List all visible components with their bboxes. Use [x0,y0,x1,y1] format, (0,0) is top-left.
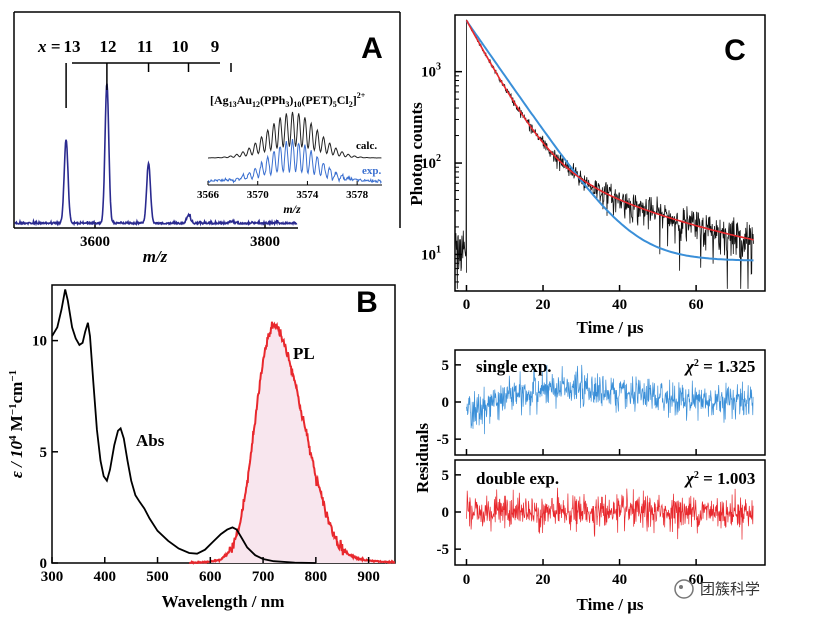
panel-c-xtick-label-2: 40 [612,297,627,313]
residual-upper-ytick-label-1: 0 [442,395,450,411]
panel-b: 300 400 500 600 700 800 900 0 5 10 Wavelength / n… [7,284,396,611]
panel-b-xtick-label-4: 700 [252,569,275,585]
single-exp-fit [465,20,754,262]
residual-single-chi: χ2 = 1.325 [684,357,755,376]
inset-exp-trace [207,139,382,185]
panel-b-ylabel: ε / 104 M−1cm−1 [7,370,26,478]
panel-c-letter: C [724,34,746,67]
inset-calc-label: calc. [356,140,377,152]
watermark-text: 团簇科学 [700,580,760,598]
inset-xlabel: m/z [283,202,301,216]
x-assignment-bracket: 13 12 11 10 9 [64,37,232,108]
panel-a-xtick-label-0: 3600 [80,234,110,250]
panel-b-ytick-label-2: 10 [32,334,47,350]
residual-lower-ytick-label-2: -5 [437,542,450,558]
residual-xlabel: Time / μs [577,595,644,614]
abs-curve [51,289,316,564]
residual-lower-ytick-label-1: 0 [442,505,450,521]
residual-double-label: double exp. [476,469,559,488]
watermark: 团簇科学 [674,579,760,599]
x-assignment-10: 10 [172,37,189,56]
x-assignment-11: 11 [137,37,153,56]
panel-b-xtick-label-5: 800 [305,569,328,585]
panel-c-xtick-label-0: 0 [463,297,471,313]
residual-double-chi: χ2 = 1.003 [684,469,755,488]
panel-c-frame [454,14,766,292]
panel-c-ytick-label-2: 103 [421,62,441,81]
panel-b-xtick-label-6: 900 [357,569,380,585]
panel-b-xlabel: Wavelength / nm [162,592,285,611]
panel-c-ylabel: Photon counts [407,102,426,206]
panel-a: 3600 3800 m/z A x = 13 12 11 10 9 [Ag13Au12(P… [13,11,401,266]
residual-xtick-label-2: 40 [612,572,627,588]
panel-c-xlabel: Time / μs [577,318,644,337]
double-exp-fit [465,19,754,241]
panel-a-mass-spectrum [14,83,298,227]
panel-b-xtick-label-2: 500 [146,569,169,585]
residual-double-trace [466,487,754,540]
inset-xtick-label-0: 3566 [197,189,220,201]
panel-b-ytick-label-1: 5 [40,445,48,461]
panel-b-ticks: 300 400 500 600 700 800 900 0 5 10 [32,334,380,585]
panel-a-xlabel: m/z [143,247,168,266]
panel-b-xtick-label-0: 300 [41,569,64,585]
decay-data [455,19,754,289]
abs-label: Abs [136,431,165,450]
residual-upper-ytick-label-2: -5 [437,432,450,448]
residual-lower-ytick-label-0: 5 [442,468,450,484]
inset-ticks: 3566 3570 3574 3578 [197,181,369,201]
x-assignment-12: 12 [100,37,117,56]
residual-ylabel: Residuals [413,423,432,493]
residual-xtick-label-1: 20 [536,572,551,588]
residual-single-label: single exp. [476,357,552,376]
residual-upper-ytick-label-0: 5 [442,358,450,374]
residual-single-trace [466,364,754,435]
pl-fill [189,321,395,563]
inset-calc-trace [208,111,382,159]
panel-c-xtick-label-1: 20 [536,297,551,313]
watermark-icon [674,579,694,599]
panel-a-ticks: 3600 3800 [80,222,280,250]
panel-b-ytick-label-0: 0 [40,556,48,572]
panel-b-xtick-label-1: 400 [94,569,117,585]
watermark-icon-dot [679,585,683,589]
panel-a-inset: [Ag13Au12(PPh3)10(PET)5Cl2]2+ 3566 3570 35… [197,91,382,216]
x-assignment-label: x = [37,37,60,56]
inset-xtick-label-3: 3578 [346,189,369,201]
x-assignment-13: 13 [64,37,81,56]
residual-xtick-label-0: 0 [463,572,471,588]
panel-b-xtick-label-3: 600 [199,569,222,585]
inset-xtick-label-1: 3570 [247,189,270,201]
pl-label: PL [293,344,315,363]
x-assignment-9: 9 [211,37,220,56]
panel-a-letter: A [361,32,383,65]
inset-exp-label: exp. [362,165,382,177]
panel-c-ytick-label-0: 101 [421,244,441,263]
inset-title: [Ag13Au12(PPh3)10(PET)5Cl2]2+ [210,91,366,109]
panel-b-frame [51,284,396,564]
pl-curve [189,321,396,565]
panel-b-letter: B [356,286,378,319]
panel-a-xtick-label-1: 3800 [250,234,280,250]
panel-c-xtick-label-3: 60 [689,297,704,313]
inset-xtick-label-2: 3574 [296,189,319,201]
